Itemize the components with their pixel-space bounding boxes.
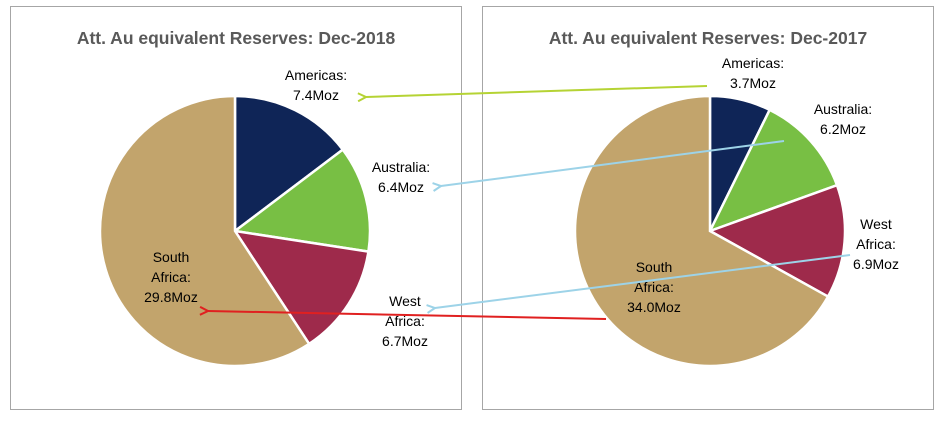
pie-slice-south-africa	[98, 94, 311, 368]
pie-slice-australia	[707, 108, 839, 234]
pie-2017: Americas: 3.7Moz Australia: 6.2Moz West Afric…	[573, 55, 899, 368]
slice-label-americas: Americas: 7.4Moz	[285, 67, 347, 103]
pie-slice-west-africa	[232, 229, 370, 346]
pie-slice-americas	[233, 94, 345, 234]
slice-label-south-africa: South Africa: 34.0Moz	[627, 259, 681, 315]
slice-label-australia: Australia: 6.2Moz	[814, 101, 872, 137]
arrow-south-africa	[208, 311, 607, 320]
slice-label-americas: Americas: 3.7Moz	[722, 55, 784, 91]
slice-label-west-africa: West Africa: 6.7Moz	[382, 293, 428, 349]
slice-label-south-africa: South Africa: 29.8Moz	[144, 249, 198, 305]
slice-label-australia: Australia: 6.4Moz	[372, 159, 430, 195]
arrows	[208, 85, 851, 320]
pie-slice-south-africa	[573, 94, 830, 368]
pie-slice-west-africa	[706, 183, 847, 299]
pie-slice-australia	[231, 147, 372, 254]
arrow-west-africa	[435, 254, 851, 308]
slice-label-west-africa: West Africa: 6.9Moz	[853, 216, 899, 272]
chart-title-2017: Att. Au equivalent Reserves: Dec-2017	[548, 28, 868, 48]
arrow-australia	[441, 140, 785, 186]
pie-2018: Americas: 7.4Moz Australia: 6.4Moz West Afric…	[98, 67, 430, 368]
arrow-americas	[366, 85, 708, 97]
chart-title-2018: Att. Au equivalent Reserves: Dec-2018	[76, 28, 396, 48]
